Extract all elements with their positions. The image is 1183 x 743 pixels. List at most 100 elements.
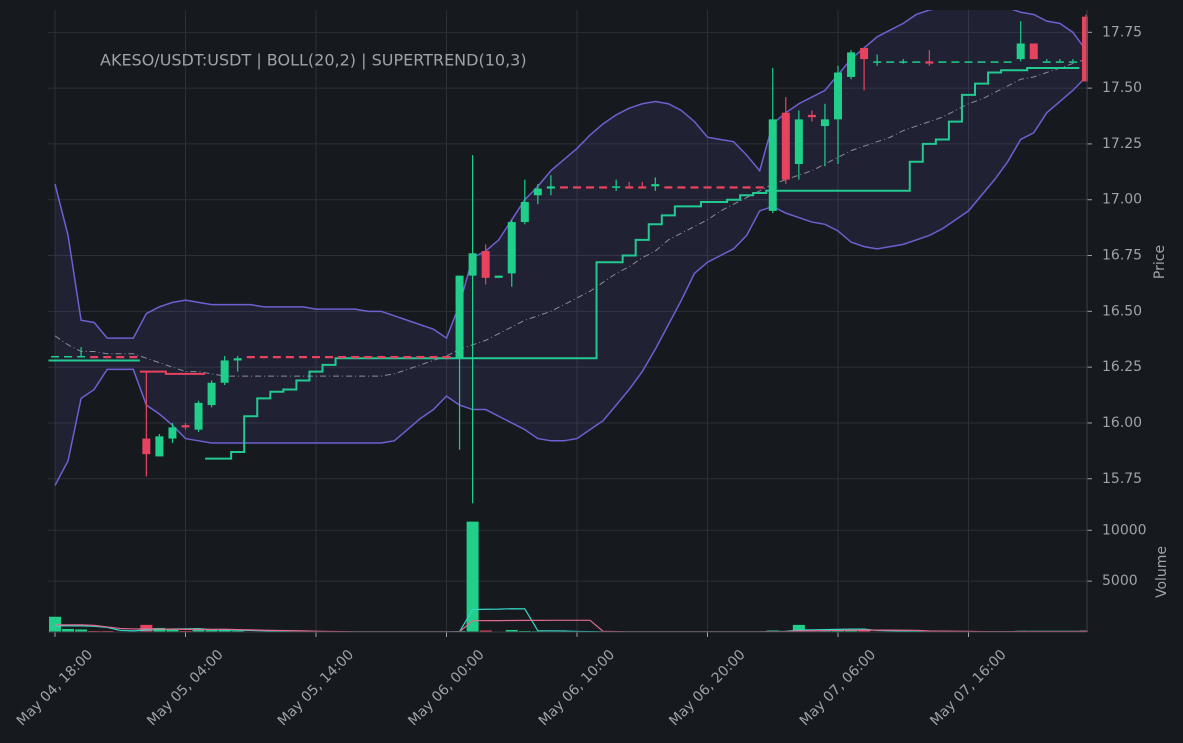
volume-bar xyxy=(518,630,531,632)
candle-body xyxy=(285,355,294,359)
y-tick-label: 17.50 xyxy=(1102,80,1142,96)
candle-body xyxy=(599,186,608,189)
candle-body xyxy=(951,61,960,63)
supertrend-down xyxy=(139,370,206,375)
candle-body xyxy=(455,275,464,359)
volume-bar xyxy=(75,629,88,632)
candle-body xyxy=(312,355,320,359)
candle-body xyxy=(494,275,503,278)
candle-body xyxy=(664,186,673,189)
candle-body xyxy=(1029,43,1038,60)
y2-tick-label: 5000 xyxy=(1102,573,1138,589)
candle-body xyxy=(729,186,738,189)
volume-ma-line xyxy=(55,619,1086,633)
candle-body xyxy=(364,355,373,359)
candle-body xyxy=(781,112,790,180)
candle-body xyxy=(612,186,621,188)
candle-body xyxy=(338,355,347,359)
candle-body xyxy=(116,355,125,359)
candle-body xyxy=(507,222,516,274)
y-tick-label: 16.00 xyxy=(1102,415,1142,431)
candle-body xyxy=(546,186,555,189)
candle-body xyxy=(194,402,203,430)
candle-body xyxy=(442,355,451,359)
volume-bar xyxy=(218,629,231,632)
candle-body xyxy=(298,355,307,359)
volume-bar xyxy=(466,521,479,632)
candle-body xyxy=(155,436,164,457)
candle-body xyxy=(429,355,438,359)
chart-title: AKESO/USDT:USDT | BOLL(20,2) | SUPERTREN… xyxy=(100,51,527,70)
candle-body xyxy=(990,61,999,63)
price-panel xyxy=(48,10,1088,504)
candle-body xyxy=(403,355,412,359)
candle-body xyxy=(794,119,803,165)
volume-bar xyxy=(792,624,805,632)
y-tick-label: 17.75 xyxy=(1102,24,1142,40)
candle-body xyxy=(220,360,229,383)
y-tick-label: 17.00 xyxy=(1102,192,1142,208)
candle-body xyxy=(573,186,581,189)
candle-body xyxy=(377,355,386,359)
bollinger-lower xyxy=(54,76,1087,486)
candle-body xyxy=(625,186,634,189)
candle-body xyxy=(233,358,242,361)
candle-body xyxy=(390,355,399,359)
candle-body xyxy=(742,186,751,189)
candle-body xyxy=(90,355,99,359)
candle-body xyxy=(690,186,699,189)
candle-body xyxy=(912,61,921,63)
candle-body xyxy=(899,61,908,63)
volume-bar xyxy=(205,629,218,632)
y2-tick-label: 10000 xyxy=(1102,522,1147,538)
candle-body xyxy=(64,355,73,358)
candle-body xyxy=(925,61,934,64)
candle-body xyxy=(168,427,177,439)
candle-body xyxy=(755,186,764,189)
candle-body xyxy=(246,355,255,359)
candle-body xyxy=(1016,43,1025,60)
volume-bar xyxy=(179,630,192,632)
candle-body xyxy=(559,186,568,189)
candle-body xyxy=(103,355,112,359)
volume-bar xyxy=(166,628,179,632)
volume-bar xyxy=(805,630,818,632)
candle-body xyxy=(325,355,334,359)
grid xyxy=(48,10,1087,632)
volume-bar xyxy=(858,630,871,632)
candle-body xyxy=(847,52,856,77)
volume-bar xyxy=(479,630,492,632)
candle-body xyxy=(768,119,777,211)
candle-body xyxy=(1081,16,1088,82)
candle-body xyxy=(964,61,973,63)
y-tick-label: 17.25 xyxy=(1102,136,1142,152)
candle-body xyxy=(651,184,660,187)
candle-body xyxy=(873,61,882,63)
y-tick-label: 16.25 xyxy=(1102,359,1142,375)
y-tick-label: 16.75 xyxy=(1102,248,1142,264)
volume-bar xyxy=(505,629,518,632)
candle-body xyxy=(716,186,725,189)
candle-body xyxy=(142,438,151,455)
candle-body xyxy=(1055,61,1064,63)
candle-body xyxy=(886,61,895,63)
candle-body xyxy=(586,186,595,189)
candle-body xyxy=(677,186,686,189)
candle-body xyxy=(1003,61,1012,63)
candle-body xyxy=(351,355,360,359)
bollinger-upper xyxy=(54,10,1087,340)
y-axis-label: Price xyxy=(1152,245,1168,279)
candle-body xyxy=(820,119,829,127)
candle-body xyxy=(259,355,268,359)
volume-bar xyxy=(101,630,114,632)
candle-body xyxy=(638,186,647,189)
volume-ma-line xyxy=(55,608,1086,633)
candle-body xyxy=(938,61,947,63)
candle-body xyxy=(468,253,477,276)
volume-bar xyxy=(231,630,244,632)
candle-body xyxy=(520,201,529,223)
candle-body xyxy=(834,72,842,120)
candle-body xyxy=(860,47,869,60)
